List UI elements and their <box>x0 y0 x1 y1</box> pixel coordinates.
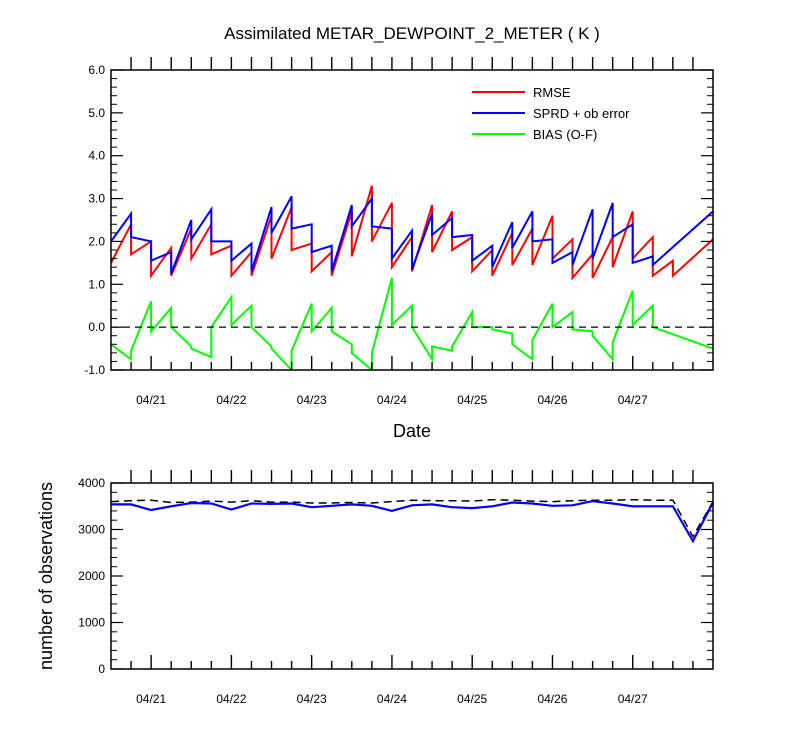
legend-label-bias: BIAS (O-F) <box>533 127 597 142</box>
y-tick-label: 3000 <box>78 523 105 537</box>
x-tick-label: 04/24 <box>377 393 407 407</box>
bias-line <box>111 277 713 370</box>
top-chart: -1.0 0.0 1.0 2.0 3.0 4.0 5.0 6.0 04/21 04/22 04/23… <box>84 57 714 441</box>
x-tick-label: 04/23 <box>297 692 327 706</box>
y-tick-label: 4.0 <box>88 149 105 163</box>
y-tick-label: 6.0 <box>88 63 105 77</box>
y-tick-label: 1.0 <box>88 277 105 291</box>
x-tick-label: 04/22 <box>216 393 246 407</box>
legend: RMSE SPRD + ob error BIAS (O-F) <box>472 85 630 142</box>
top-series-group <box>111 185 713 370</box>
bottom-series-group <box>110 498 714 544</box>
x-tick-label: 04/22 <box>216 692 246 706</box>
x-axis-label: Date <box>393 421 431 441</box>
y-axis-label: number of observations <box>36 482 56 670</box>
bottom-plot-frame <box>110 482 714 670</box>
bottom-axes: 0 1000 2000 3000 4000 04/21 04/22 04/23 04/24 04/… <box>78 470 713 706</box>
x-tick-label: 04/24 <box>377 692 407 706</box>
top-plot-frame <box>110 69 714 371</box>
y-tick-label: 0.0 <box>88 320 105 334</box>
y-tick-label: -1.0 <box>84 363 105 377</box>
y-tick-label: 4000 <box>78 476 105 490</box>
y-tick-label: 2000 <box>78 569 105 583</box>
top-axes: -1.0 0.0 1.0 2.0 3.0 4.0 5.0 6.0 04/21 04/22 04/23… <box>84 57 713 407</box>
y-tick-label: 2.0 <box>88 234 105 248</box>
legend-label-rmse: RMSE <box>533 85 571 100</box>
y-tick-label: 3.0 <box>88 192 105 206</box>
obs-possible-line <box>110 498 714 539</box>
y-tick-label: 1000 <box>78 616 105 630</box>
x-tick-label: 04/27 <box>618 692 648 706</box>
obs-used-line <box>111 499 714 544</box>
x-tick-label: 04/25 <box>457 393 487 407</box>
sprd-line <box>111 195 713 274</box>
legend-label-sprd: SPRD + ob error <box>533 106 630 121</box>
bottom-chart: 0 1000 2000 3000 4000 04/21 04/22 04/23 04/24 04/… <box>36 470 714 706</box>
x-tick-label: 04/25 <box>457 692 487 706</box>
x-tick-label: 04/26 <box>537 692 567 706</box>
x-tick-label: 04/21 <box>136 692 166 706</box>
x-tick-label: 04/27 <box>618 393 648 407</box>
y-tick-label: 5.0 <box>88 106 105 120</box>
x-tick-label: 04/26 <box>537 393 567 407</box>
y-tick-label: 0 <box>98 662 105 676</box>
x-tick-label: 04/23 <box>297 393 327 407</box>
x-tick-label: 04/21 <box>136 393 166 407</box>
chart-title: Assimilated METAR_DEWPOINT_2_METER ( K ) <box>224 24 600 43</box>
